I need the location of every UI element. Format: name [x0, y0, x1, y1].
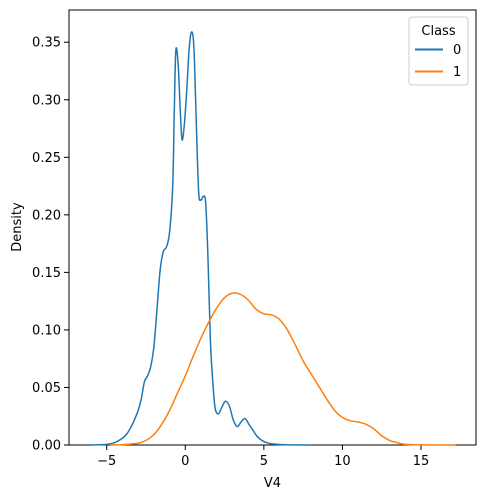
- density-line-class-0: [90, 31, 312, 446]
- y-tick-label: 0.10: [32, 323, 61, 338]
- x-tick-label: 5: [260, 454, 268, 469]
- legend-label-class-1: 1: [453, 65, 461, 80]
- density-line-class-1: [109, 292, 456, 446]
- x-tick-label: −5: [97, 454, 116, 469]
- y-tick-label: 0.30: [32, 93, 61, 108]
- legend-label-class-0: 0: [453, 43, 461, 58]
- legend-title: Class: [421, 24, 455, 39]
- legend-box: [408, 16, 469, 86]
- y-tick-label: 0.15: [32, 266, 61, 281]
- y-tick-label: 0.20: [32, 208, 61, 223]
- x-axis-ticks: −5 0 5 10 15: [97, 445, 429, 469]
- x-tick-label: 0: [181, 454, 189, 469]
- y-tick-label: 0.25: [32, 151, 61, 166]
- y-tick-label: 0.35: [32, 36, 61, 51]
- y-axis-ticks: 0.00 0.05 0.10 0.15 0.20 0.25 0.30 0.35: [32, 36, 69, 454]
- legend: Class 0 1: [408, 16, 469, 86]
- series-layer: [90, 31, 456, 446]
- y-tick-label: 0.00: [32, 439, 61, 454]
- plot-area: [68, 9, 477, 446]
- y-axis-label: Density: [10, 202, 25, 252]
- y-tick-label: 0.05: [32, 381, 61, 396]
- x-tick-label: 10: [334, 454, 351, 469]
- x-tick-label: 15: [413, 454, 430, 469]
- x-axis-label: V4: [264, 476, 281, 491]
